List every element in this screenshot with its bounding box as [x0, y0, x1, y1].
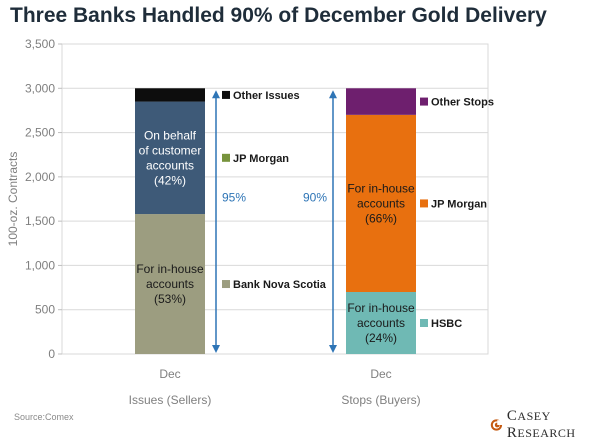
casey-research-logo: CASEY RESEARCH — [490, 408, 600, 441]
bar-segment — [135, 88, 205, 102]
logo-text: CASEY RESEARCH — [506, 408, 576, 441]
segment-label: of customer — [139, 143, 202, 157]
legend-label: JP Morgan — [431, 198, 487, 210]
segment-label: (42%) — [154, 173, 186, 187]
arrow-head-down — [329, 345, 337, 353]
arrow-head-up — [329, 90, 337, 99]
x-group-label: Issues (Sellers) — [129, 393, 212, 407]
y-tick-label: 2,500 — [25, 126, 55, 140]
legend-swatch — [420, 319, 428, 327]
y-tick-label: 3,500 — [25, 37, 55, 51]
x-tick-label: Dec — [370, 367, 391, 381]
x-tick-label: Dec — [159, 367, 180, 381]
percent-label: 95% — [222, 191, 246, 205]
y-tick-label: 500 — [35, 303, 55, 317]
bar-segment — [135, 101, 205, 215]
y-axis-label: 100-oz. Contracts — [6, 152, 20, 247]
logo-swirl-icon — [490, 419, 503, 431]
segment-label: (53%) — [154, 292, 186, 306]
legend-swatch — [420, 97, 428, 106]
segment-label: (24%) — [365, 331, 397, 345]
arrow-head-down — [212, 345, 220, 353]
segment-label: accounts — [146, 158, 194, 172]
legend-swatch — [222, 153, 230, 162]
segment-label: On behalf — [144, 128, 197, 142]
bar-segment — [346, 292, 416, 354]
x-group-label: Stops (Buyers) — [341, 393, 420, 407]
segment-label: accounts — [357, 316, 405, 330]
legend-label: HSBC — [431, 318, 462, 330]
y-tick-label: 0 — [48, 347, 55, 361]
bar-segment — [135, 214, 205, 354]
legend-swatch — [420, 199, 428, 208]
legend-label: Bank Nova Scotia — [233, 279, 327, 291]
segment-label: accounts — [146, 277, 194, 291]
bar-segment — [346, 88, 416, 115]
bar-segment — [346, 114, 416, 292]
y-tick-label: 1,000 — [25, 258, 55, 272]
percent-label: 90% — [303, 191, 327, 205]
legend-label: Other Issues — [233, 90, 300, 102]
y-tick-label: 3,000 — [25, 81, 55, 95]
segment-label: For in-house — [347, 301, 415, 315]
segment-label: For in-house — [347, 181, 415, 195]
legend-label: Other Stops — [431, 97, 494, 109]
y-tick-label: 2,000 — [25, 170, 55, 184]
legend-swatch — [222, 90, 230, 99]
arrow-head-up — [212, 90, 220, 99]
segment-label: accounts — [357, 196, 405, 210]
chart-title: Three Banks Handled 90% of December Gold… — [10, 4, 547, 27]
y-tick-label: 1,500 — [25, 214, 55, 228]
source-note: Source:Comex — [14, 412, 74, 422]
legend-label: JP Morgan — [233, 153, 289, 165]
segment-label: For in-house — [136, 262, 204, 276]
segment-label: (66%) — [365, 211, 397, 225]
legend-swatch — [222, 280, 230, 289]
